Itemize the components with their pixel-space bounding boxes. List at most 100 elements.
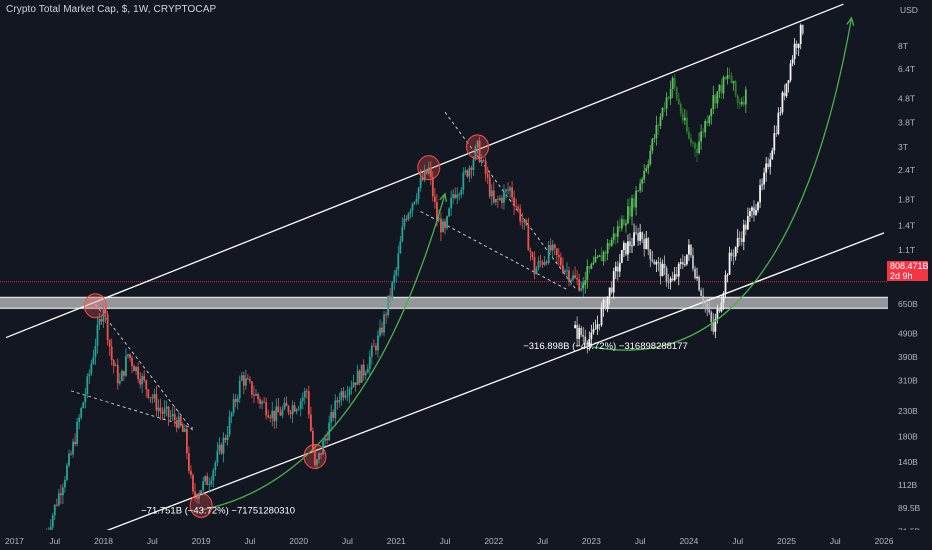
historical-candle bbox=[216, 450, 219, 463]
historical-candle bbox=[218, 444, 221, 451]
x-tick-label: Jul bbox=[244, 536, 255, 546]
fractal-white-candle bbox=[728, 252, 731, 275]
historical-candle bbox=[194, 491, 196, 496]
historical-candle bbox=[98, 319, 101, 325]
fractal-white-candle bbox=[775, 133, 778, 135]
historical-candle bbox=[572, 275, 574, 280]
historical-candle bbox=[271, 410, 274, 419]
historical-candle bbox=[112, 360, 115, 367]
historical-candle bbox=[214, 462, 217, 471]
historical-candle bbox=[141, 376, 144, 385]
historical-candle bbox=[482, 160, 485, 161]
fractal-green-candle bbox=[614, 233, 617, 237]
historical-candle bbox=[389, 295, 392, 299]
fractal-green-candle bbox=[598, 255, 601, 257]
historical-candle bbox=[350, 387, 353, 389]
historical-candle bbox=[480, 160, 483, 163]
x-tick-label: 2022 bbox=[484, 536, 503, 546]
y-tick-label: 89.5B bbox=[898, 503, 921, 513]
historical-candle bbox=[433, 196, 436, 202]
historical-candle bbox=[468, 167, 471, 177]
historical-candle bbox=[106, 314, 109, 340]
x-tick-label: 2017 bbox=[5, 536, 24, 546]
y-tick-label: 310B bbox=[898, 375, 918, 385]
historical-candle bbox=[462, 172, 465, 190]
x-tick-label: Jul bbox=[830, 536, 841, 546]
historical-candle bbox=[277, 406, 280, 413]
historical-candle bbox=[228, 416, 231, 435]
fractal-green-candle bbox=[606, 242, 609, 254]
fractal-green-candle bbox=[659, 116, 662, 126]
fractal-green-candle bbox=[685, 117, 688, 132]
fractal-white-candle bbox=[702, 295, 705, 303]
historical-candle bbox=[255, 393, 257, 396]
fractal-white-candle bbox=[616, 266, 619, 272]
fractal-white-candle bbox=[622, 242, 625, 251]
fractal-green-candle bbox=[740, 101, 743, 105]
historical-candle bbox=[236, 398, 239, 403]
fractal-white-candle bbox=[647, 238, 650, 250]
fractal-green-candle bbox=[653, 138, 656, 139]
fractal-green-candle bbox=[744, 89, 747, 105]
historical-candle bbox=[169, 416, 172, 417]
fractal-green-candle bbox=[677, 98, 680, 104]
historical-candle bbox=[470, 167, 473, 170]
fractal-white-candle bbox=[736, 238, 739, 248]
historical-candle bbox=[269, 417, 272, 419]
historical-candle bbox=[72, 441, 74, 455]
price-tag-countdown: 2d 9h bbox=[887, 271, 928, 281]
historical-candle bbox=[200, 490, 203, 494]
historical-candle bbox=[159, 407, 162, 412]
y-tick-label: 1.1T bbox=[898, 245, 915, 255]
fractal-green-candle bbox=[710, 109, 713, 117]
fractal-white-candle bbox=[671, 278, 674, 281]
historical-candle bbox=[531, 252, 534, 258]
historical-candle bbox=[446, 216, 448, 229]
historical-candle bbox=[165, 406, 168, 409]
historical-candle bbox=[133, 366, 135, 372]
historical-candle bbox=[96, 324, 99, 346]
fractal-green-candle bbox=[673, 77, 676, 88]
fractal-white-candle bbox=[757, 202, 759, 210]
fractal-white-candle bbox=[651, 259, 654, 262]
historical-candle bbox=[125, 356, 127, 376]
historical-candle bbox=[110, 346, 113, 361]
fractal-green-candle bbox=[584, 280, 587, 285]
fractal-white-candle bbox=[799, 24, 802, 44]
fractal-green-candle bbox=[706, 121, 709, 124]
historical-candle bbox=[149, 397, 152, 399]
historical-candle bbox=[51, 515, 54, 528]
historical-candle bbox=[403, 218, 406, 227]
chart-title: Crypto Total Market Cap, $, 1W, CRYPTOCA… bbox=[6, 4, 217, 15]
historical-candle bbox=[423, 169, 426, 181]
historical-candle bbox=[80, 407, 83, 418]
fractal-white-candle bbox=[781, 92, 784, 113]
historical-candle bbox=[551, 244, 554, 251]
historical-candle bbox=[557, 254, 560, 258]
historical-candle bbox=[222, 437, 225, 454]
fractal-white-candle bbox=[744, 224, 747, 230]
historical-candle bbox=[316, 459, 318, 466]
fractal-green-candle bbox=[734, 81, 737, 96]
fractal-white-candle bbox=[594, 328, 597, 330]
historical-candle bbox=[155, 394, 158, 411]
historical-candle bbox=[570, 279, 572, 282]
historical-candle bbox=[224, 437, 227, 441]
drawdown-annotation: −316.898B (−43.72%) −316898288177 bbox=[523, 341, 688, 352]
historical-candle bbox=[385, 314, 387, 316]
historical-candle bbox=[232, 399, 235, 413]
historical-candle bbox=[324, 438, 327, 442]
dashed-trend-line bbox=[95, 303, 194, 432]
historical-candle bbox=[547, 245, 550, 264]
historical-candle bbox=[273, 410, 276, 422]
historical-candle bbox=[578, 279, 581, 291]
fractal-white-candle bbox=[706, 303, 709, 310]
fractal-green-candle bbox=[698, 141, 700, 154]
fractal-green-candle bbox=[692, 142, 694, 144]
fractal-green-candle bbox=[604, 251, 607, 254]
fractal-green-candle bbox=[736, 95, 739, 104]
historical-candle bbox=[122, 370, 125, 376]
historical-candle bbox=[92, 356, 95, 364]
historical-candle bbox=[285, 402, 288, 407]
